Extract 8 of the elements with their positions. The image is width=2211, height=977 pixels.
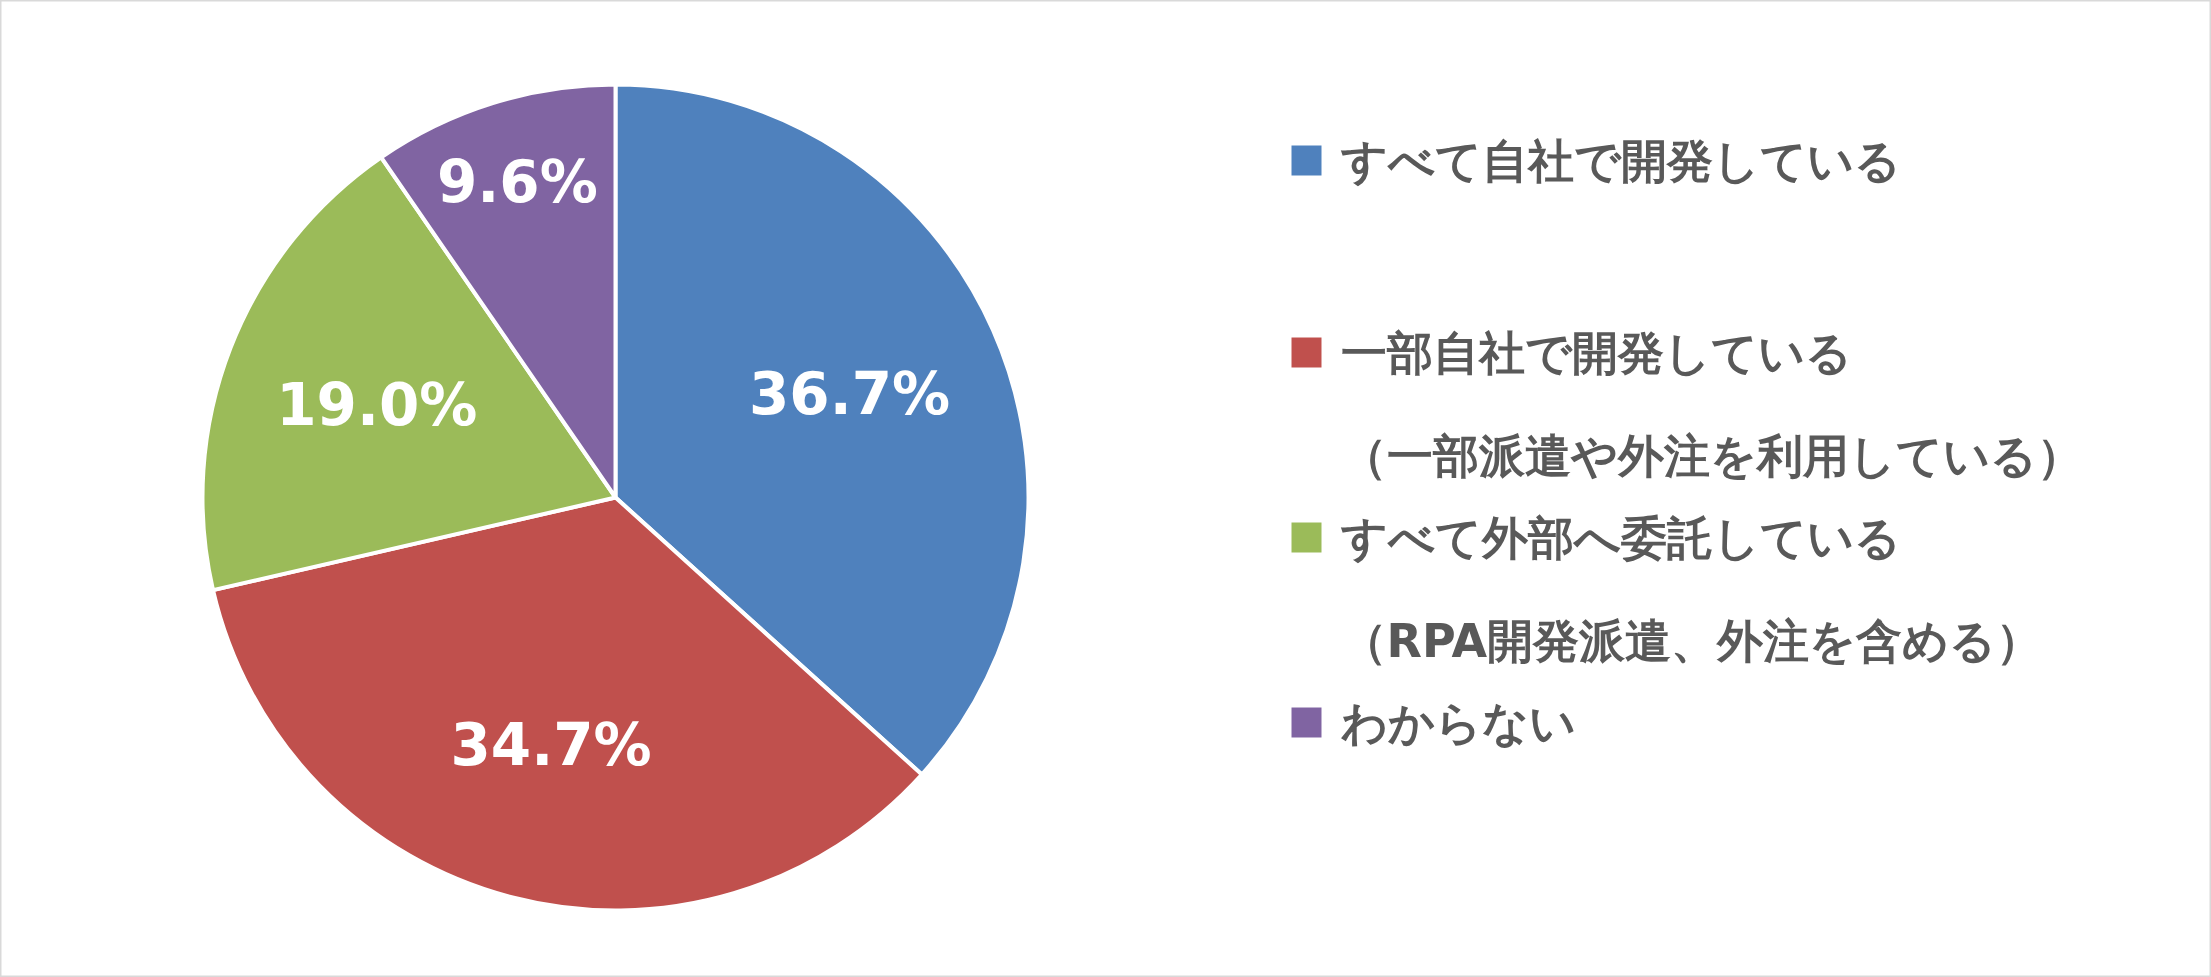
legend-label: すべて外部へ委託している（RPA開発派遣、外注を含める）: [1339, 510, 2043, 668]
data-label: 9.6%: [436, 148, 598, 217]
data-label: 19.0%: [276, 370, 478, 439]
legend-label: 一部自社で開発している（一部派遣や外注を利用している）: [1340, 325, 2083, 483]
legend-label: わからない: [1340, 695, 1576, 750]
data-label: 34.7%: [450, 711, 652, 780]
data-label: 36.7%: [748, 359, 951, 428]
legend-label: すべて自社で開発している: [1339, 133, 1901, 188]
